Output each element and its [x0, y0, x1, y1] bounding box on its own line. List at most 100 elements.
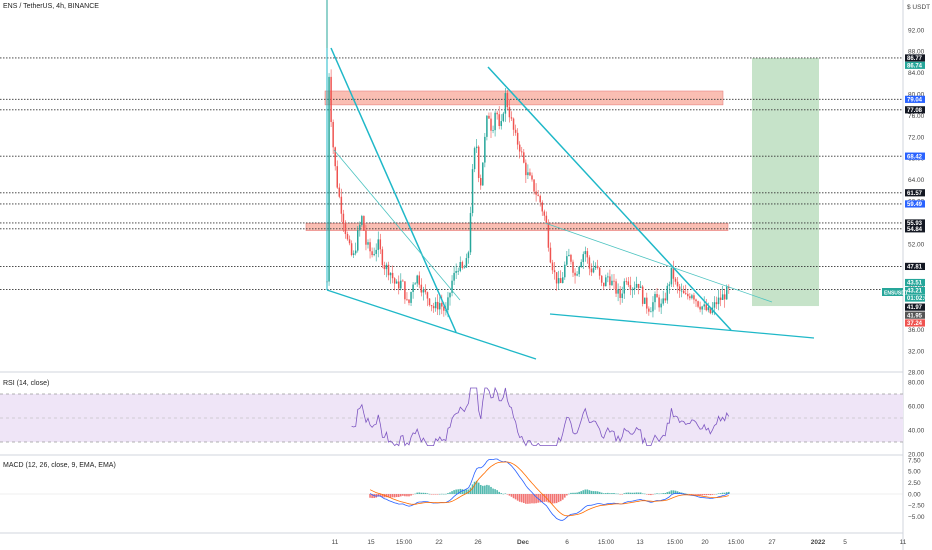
- macd-histogram-bar: [611, 493, 613, 494]
- candle-body: [439, 303, 441, 310]
- macd-histogram-bar: [635, 492, 638, 494]
- macd-histogram-bar: [613, 493, 615, 494]
- time-tick-label: Dec: [517, 539, 529, 546]
- candle-body: [381, 249, 384, 266]
- macd-histogram-bar: [627, 492, 630, 494]
- macd-histogram-bar: [447, 493, 449, 494]
- candle-body: [500, 121, 502, 127]
- macd-histogram-bar: [529, 494, 531, 504]
- candle-body: [613, 280, 615, 282]
- macd-histogram-bar: [539, 494, 541, 503]
- candle-body: [721, 294, 724, 300]
- time-tick-label: 15:00: [396, 539, 413, 546]
- price-tag-label: 86.77: [907, 56, 923, 62]
- macd-histogram-bar: [711, 494, 714, 495]
- candle-body: [609, 276, 611, 286]
- time-tick-label: 27: [768, 539, 776, 546]
- macd-histogram-bar: [561, 494, 564, 500]
- macd-histogram-bar: [533, 494, 535, 504]
- candle-body: [699, 306, 701, 310]
- candle-body: [328, 76, 330, 282]
- candle-body: [707, 307, 710, 311]
- candle-body: [668, 284, 671, 286]
- macd-histogram-bar: [490, 486, 492, 494]
- candle-body: [549, 247, 552, 263]
- candle-body: [596, 265, 599, 268]
- candle-body: [648, 308, 650, 312]
- candle-body: [705, 304, 707, 311]
- candle-body: [617, 289, 619, 294]
- macd-histogram-bar: [455, 489, 457, 494]
- symbol-tag: ENSUSDT: [882, 288, 908, 297]
- candle-body: [555, 272, 558, 284]
- macd-histogram-bar: [646, 494, 648, 495]
- price-tick-label: 32.00: [908, 348, 925, 355]
- candle-body: [467, 252, 470, 259]
- macd-histogram-bar: [701, 494, 703, 496]
- macd-histogram-bar: [578, 491, 580, 494]
- candle-body: [582, 254, 584, 263]
- macd-histogram-bar: [721, 492, 724, 494]
- price-tag-label: 54.84: [907, 227, 923, 233]
- macd-histogram-bar: [422, 492, 425, 494]
- candle-body: [504, 93, 507, 114]
- candle-body: [398, 281, 400, 289]
- candle-body: [406, 299, 408, 301]
- candlestick-series: [326, 0, 730, 318]
- candle-body: [654, 293, 656, 303]
- macd-histogram-bar: [389, 494, 392, 498]
- macd-histogram-bar: [643, 493, 646, 495]
- candle-body: [533, 179, 535, 192]
- time-axis[interactable]: 11 15 15:00 22 26 Dec 6 15:00 13 15:00 20 15:00 27 20…: [332, 539, 907, 546]
- candle-body: [508, 107, 511, 118]
- candle-body: [469, 213, 472, 253]
- candle-body: [340, 196, 343, 214]
- price-tag-bg: [905, 319, 925, 327]
- candle-body: [338, 187, 341, 197]
- rsi-panel: [0, 386, 903, 447]
- price-tick-label: 52.00: [908, 241, 925, 248]
- candle-body: [687, 293, 689, 297]
- candle-body: [510, 117, 513, 119]
- candle-body: [498, 114, 500, 127]
- candle-body: [623, 281, 625, 294]
- macd-histogram-bar: [602, 493, 605, 494]
- candle-body: [459, 262, 461, 271]
- candle-body: [453, 272, 455, 281]
- macd-histogram-bar: [553, 494, 556, 504]
- macd-histogram-bar: [680, 492, 683, 494]
- time-tick-label: 13: [636, 539, 644, 546]
- macd-histogram-bar: [402, 494, 404, 496]
- candle-body: [492, 130, 494, 131]
- candle-body: [383, 265, 386, 270]
- falling-wedge-upper-2: [487, 66, 732, 331]
- price-tick-label: 84.00: [908, 70, 925, 77]
- macd-histogram-bar: [451, 491, 453, 494]
- macd-histogram-bar: [385, 494, 388, 498]
- rsi-line: [351, 386, 730, 447]
- candle-body: [660, 303, 662, 308]
- candle-body: [447, 297, 449, 310]
- time-tick-label: 2022: [811, 539, 826, 546]
- macd-histogram-bar: [594, 491, 597, 494]
- price-tag-bg: [905, 95, 925, 103]
- candle-body: [672, 267, 675, 279]
- macd-histogram-bar: [670, 490, 673, 494]
- candle-body: [473, 148, 476, 170]
- candle-body: [689, 296, 691, 299]
- price-panel: [0, 0, 903, 360]
- price-tag-bg: [905, 311, 925, 319]
- chart-title: ENS / TetherUS, 4h, BINANCE: [3, 3, 99, 10]
- macd-histogram-bar: [555, 494, 558, 504]
- macd-line: [369, 458, 729, 521]
- candle-body: [715, 302, 718, 305]
- macd-histogram-bar: [486, 484, 488, 494]
- macd-histogram-bar: [434, 494, 437, 495]
- candle-body: [615, 281, 617, 294]
- price-tick-label: 76.00: [908, 113, 925, 120]
- macd-tick-label: −5.00: [908, 514, 925, 521]
- macd-histogram-bar: [475, 480, 478, 494]
- rsi-tick-label: 60.00: [908, 403, 925, 410]
- macd-histogram-bar: [549, 494, 552, 504]
